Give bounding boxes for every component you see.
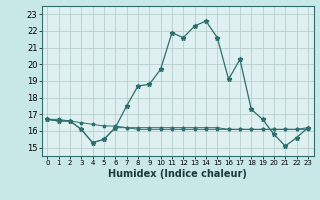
X-axis label: Humidex (Indice chaleur): Humidex (Indice chaleur) <box>108 169 247 179</box>
